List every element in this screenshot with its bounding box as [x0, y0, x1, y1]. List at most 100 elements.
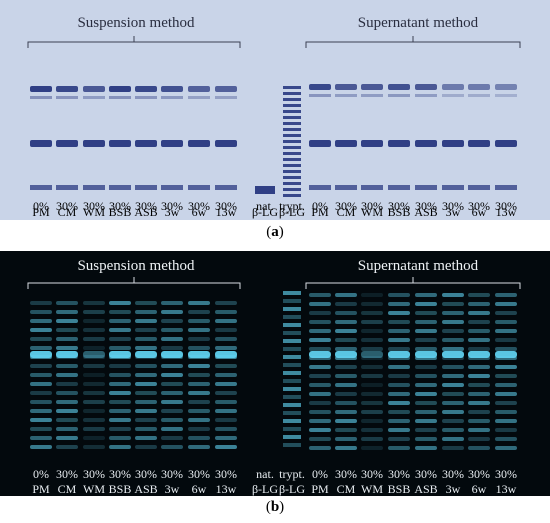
gel-band [188, 351, 210, 358]
lane-label-bottom: BSB [388, 482, 411, 496]
gel-band [283, 182, 301, 185]
gel-band [109, 382, 131, 386]
gel-band [109, 400, 131, 404]
lane-label-top: 30% [361, 467, 383, 481]
gel-background-a [0, 0, 550, 220]
gel-band [415, 374, 437, 378]
gel-band [215, 319, 237, 323]
lane-label-bottom: PM [32, 205, 50, 219]
gel-band [30, 328, 52, 332]
lane-label-bottom: CM [337, 482, 356, 496]
gel-band [109, 351, 131, 358]
gel-band [188, 436, 210, 440]
gel-band [442, 410, 464, 414]
gel-band [215, 400, 237, 404]
lane-label-top: 30% [415, 467, 437, 481]
gel-band [83, 86, 105, 92]
gel-band [215, 445, 237, 449]
gel-band [415, 320, 437, 324]
gel-band [283, 379, 301, 383]
gel-band [442, 374, 464, 378]
gel-band [283, 331, 301, 335]
gel-band [188, 373, 210, 377]
gel-band [56, 351, 78, 358]
lane-label-bottom: 3w [446, 205, 461, 219]
gel-band [83, 185, 105, 190]
gel-band [109, 427, 131, 431]
lane-label-top: 30% [161, 199, 183, 213]
lane-label-bottom: ASB [414, 205, 437, 219]
gel-band [415, 419, 437, 423]
gel-band [495, 293, 517, 297]
gel-band [135, 364, 157, 368]
gel-band [495, 351, 517, 358]
gel-band [415, 338, 437, 342]
gel-band [309, 351, 331, 358]
gel-band [215, 364, 237, 368]
gel-band [30, 140, 52, 147]
gel-band [335, 383, 357, 387]
gel-band [83, 351, 105, 358]
gel-band [109, 140, 131, 147]
gel-band [415, 437, 437, 441]
gel-band [83, 328, 105, 332]
lane-labels-a: 0%PM 30%CM 30%WM 30%BSB 30%ASB 30%3w 30%6w 30%1… [32, 199, 517, 219]
gel-band [468, 311, 490, 315]
lane-label-bottom: CM [337, 205, 356, 219]
gel-band [361, 94, 383, 97]
gel-band [83, 373, 105, 377]
gel-band [56, 382, 78, 386]
gel-band [415, 401, 437, 405]
gel-band [283, 291, 301, 295]
lane-label-bottom: CM [58, 482, 77, 496]
gel-band [135, 96, 157, 99]
lane-label-top: 0% [33, 199, 49, 213]
gel-band [161, 310, 183, 314]
gel-band [361, 419, 383, 423]
gel-band [30, 301, 52, 305]
gel-band [283, 158, 301, 161]
lane-label-bottom: 13w [496, 205, 517, 219]
gel-band [188, 427, 210, 431]
gel-band [309, 383, 331, 387]
gel-image-b: Suspension method Supernatant method 0%P… [0, 251, 550, 496]
gel-band [442, 185, 464, 190]
lane-label-top: 30% [161, 467, 183, 481]
gel-band [56, 328, 78, 332]
gel-band [215, 185, 237, 190]
gel-band [83, 319, 105, 323]
gel-band [495, 329, 517, 333]
lane-label-top: 30% [188, 467, 210, 481]
gel-band [56, 364, 78, 368]
lane-label-top: 30% [109, 467, 131, 481]
gel-band [161, 400, 183, 404]
gel-band [495, 374, 517, 378]
gel-band [361, 338, 383, 342]
gel-band [215, 427, 237, 431]
gel-band [335, 302, 357, 306]
lane-label-top: nat. [256, 467, 274, 481]
gel-band [388, 329, 410, 333]
method-label-suspension-b: Suspension method [77, 258, 195, 274]
gel-band [415, 140, 437, 147]
gel-band [188, 418, 210, 422]
gel-image-a: Suspension method Supernatant method 0%P… [0, 0, 550, 220]
gel-band [442, 401, 464, 405]
lane-label-top: 30% [415, 199, 437, 213]
gel-band [161, 185, 183, 190]
gel-band [415, 293, 437, 297]
gel-band [135, 337, 157, 341]
gel-band [361, 302, 383, 306]
gel-band [83, 337, 105, 341]
lane-label-top: 30% [135, 199, 157, 213]
gel-band [283, 104, 301, 107]
gel-band [215, 382, 237, 386]
gel-band [415, 94, 437, 97]
gel-band [56, 391, 78, 395]
gel-band [309, 293, 331, 297]
method-label-supernatant-b: Supernatant method [358, 258, 479, 274]
gel-band [335, 311, 357, 315]
gel-band [56, 436, 78, 440]
gel-band [283, 176, 301, 179]
